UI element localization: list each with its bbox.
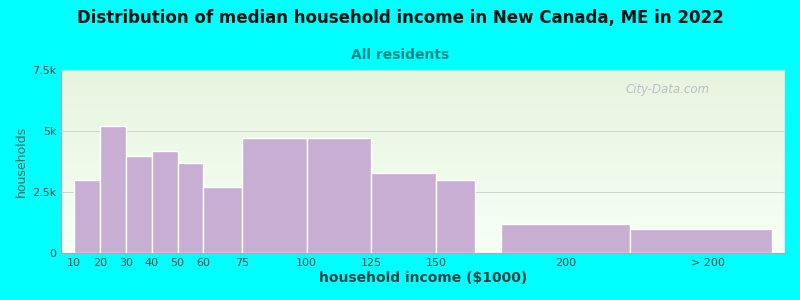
Text: All residents: All residents (351, 48, 449, 62)
X-axis label: household income ($1000): household income ($1000) (319, 271, 527, 285)
Bar (436, 180, 475, 254)
Bar (100, 126, 126, 254)
Bar (371, 173, 436, 254)
Bar (242, 139, 307, 254)
Bar (630, 229, 772, 254)
Bar (152, 151, 178, 254)
Bar (126, 156, 152, 254)
Bar (74, 180, 100, 254)
Text: Distribution of median household income in New Canada, ME in 2022: Distribution of median household income … (77, 9, 723, 27)
Bar (307, 139, 371, 254)
Text: City-Data.com: City-Data.com (626, 83, 710, 96)
Bar (501, 224, 630, 254)
Bar (203, 188, 242, 254)
Y-axis label: households: households (15, 126, 28, 197)
Bar (178, 163, 203, 254)
